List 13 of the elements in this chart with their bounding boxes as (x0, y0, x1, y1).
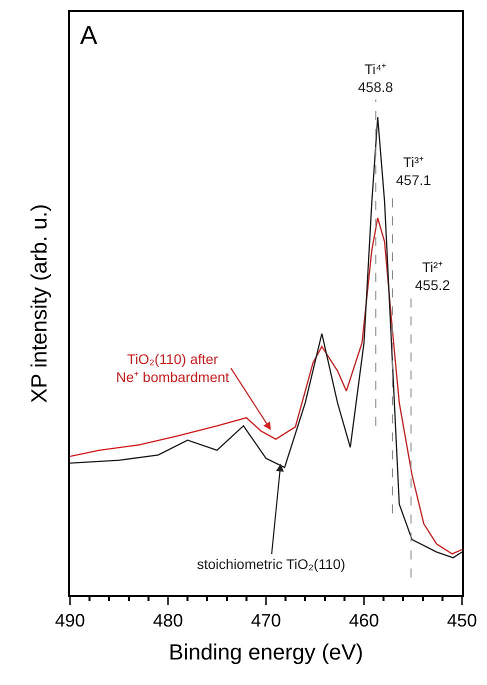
annotation: TiO₂(110) after Ne⁺ bombardment (116, 351, 230, 386)
y-axis-title: XP intensity (arb. u.) (26, 204, 52, 403)
x-tick-label: 460 (348, 610, 380, 630)
ref-line-label: Ti²⁺ 455.2 (415, 259, 450, 294)
x-tick-label: 470 (250, 610, 282, 630)
ref-line-label: Ti³⁺ 457.1 (396, 154, 432, 188)
x-tick-label: 490 (54, 610, 86, 630)
text: A (80, 20, 98, 50)
x-tick-label: 450 (446, 610, 478, 630)
x-tick-label: 480 (152, 610, 184, 630)
annotation: stoichiometric TiO₂(110) (197, 556, 346, 572)
x-axis-title: Binding energy (eV) (168, 640, 364, 665)
ref-line-label: Ti⁴⁺ 458.8 (358, 61, 394, 96)
